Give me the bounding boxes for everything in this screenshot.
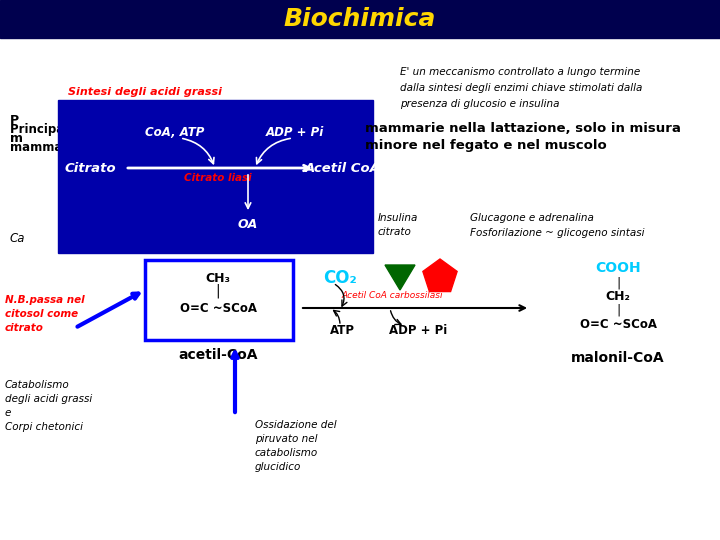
Text: mammarie nella lattazione, solo in misura: mammarie nella lattazione, solo in misur… [365, 122, 681, 134]
Text: mammarie nella ghiandole m: mammarie nella ghiandole m [10, 141, 202, 154]
Text: CO₂: CO₂ [323, 269, 357, 287]
Text: Citrato: Citrato [64, 161, 116, 174]
Text: Ossidazione del
piruvato nel
catabolismo
glucidico: Ossidazione del piruvato nel catabolismo… [255, 420, 337, 472]
Text: Biochimica: Biochimica [284, 7, 436, 31]
Bar [0, 0, 720, 38]
Text: ADP + Pi: ADP + Pi [266, 126, 324, 139]
Text: Citrato liasi: Citrato liasi [184, 173, 252, 183]
Text: minore nel fegato e nel muscolo: minore nel fegato e nel muscolo [365, 139, 607, 152]
Text: COOH: COOH [595, 261, 641, 275]
Text: N.B.passa nel
citosol come
citrato: N.B.passa nel citosol come citrato [5, 295, 85, 333]
Text: presenza di glucosio e insulina: presenza di glucosio e insulina [400, 99, 559, 109]
Text: E' un meccanismo controllato a lungo termine: E' un meccanismo controllato a lungo ter… [400, 67, 640, 77]
Bar [58, 100, 373, 253]
Text: Sintesi degli acidi grassi: Sintesi degli acidi grassi [68, 87, 222, 97]
Text: |: | [216, 284, 220, 298]
Text: O=C ~SCoA: O=C ~SCoA [179, 301, 256, 314]
Text: O=C ~SCoA: O=C ~SCoA [580, 318, 657, 330]
Text: Acetil CoA: Acetil CoA [305, 161, 381, 174]
Text: ADP + Pi: ADP + Pi [389, 323, 447, 336]
Polygon shape [385, 265, 415, 290]
Text: OA: OA [238, 219, 258, 232]
Text: Catabolismo
degli acidi grassi
e
Corpi chetonici: Catabolismo degli acidi grassi e Corpi c… [5, 380, 92, 432]
Polygon shape [423, 259, 457, 292]
Text: CH₃: CH₃ [205, 272, 230, 285]
Text: |: | [616, 276, 620, 289]
Text: Ca: Ca [10, 232, 25, 245]
Bar [145, 260, 293, 340]
Text: ATP: ATP [330, 323, 354, 336]
Text: P: P [10, 113, 19, 126]
Text: Insulina: Insulina [378, 213, 418, 223]
Text: m: m [10, 132, 23, 145]
Text: malonil-CoA: malonil-CoA [571, 351, 665, 365]
Text: CoA, ATP: CoA, ATP [145, 126, 204, 139]
Text: Principalmente nelle ghiandole: Principalmente nelle ghiandole [10, 124, 217, 137]
Text: Acetil CoA carbossilasi: Acetil CoA carbossilasi [341, 292, 443, 300]
Text: CH₂: CH₂ [606, 289, 631, 302]
Text: Glucagone e adrenalina: Glucagone e adrenalina [470, 213, 594, 223]
Text: Fosforilazione ~ glicogeno sintasi: Fosforilazione ~ glicogeno sintasi [470, 228, 644, 238]
Text: dalla sintesi degli enzimi chiave stimolati dalla: dalla sintesi degli enzimi chiave stimol… [400, 83, 642, 93]
Text: acetil-CoA: acetil-CoA [179, 348, 258, 362]
Text: citrato: citrato [378, 227, 412, 237]
Text: |: | [616, 303, 620, 316]
